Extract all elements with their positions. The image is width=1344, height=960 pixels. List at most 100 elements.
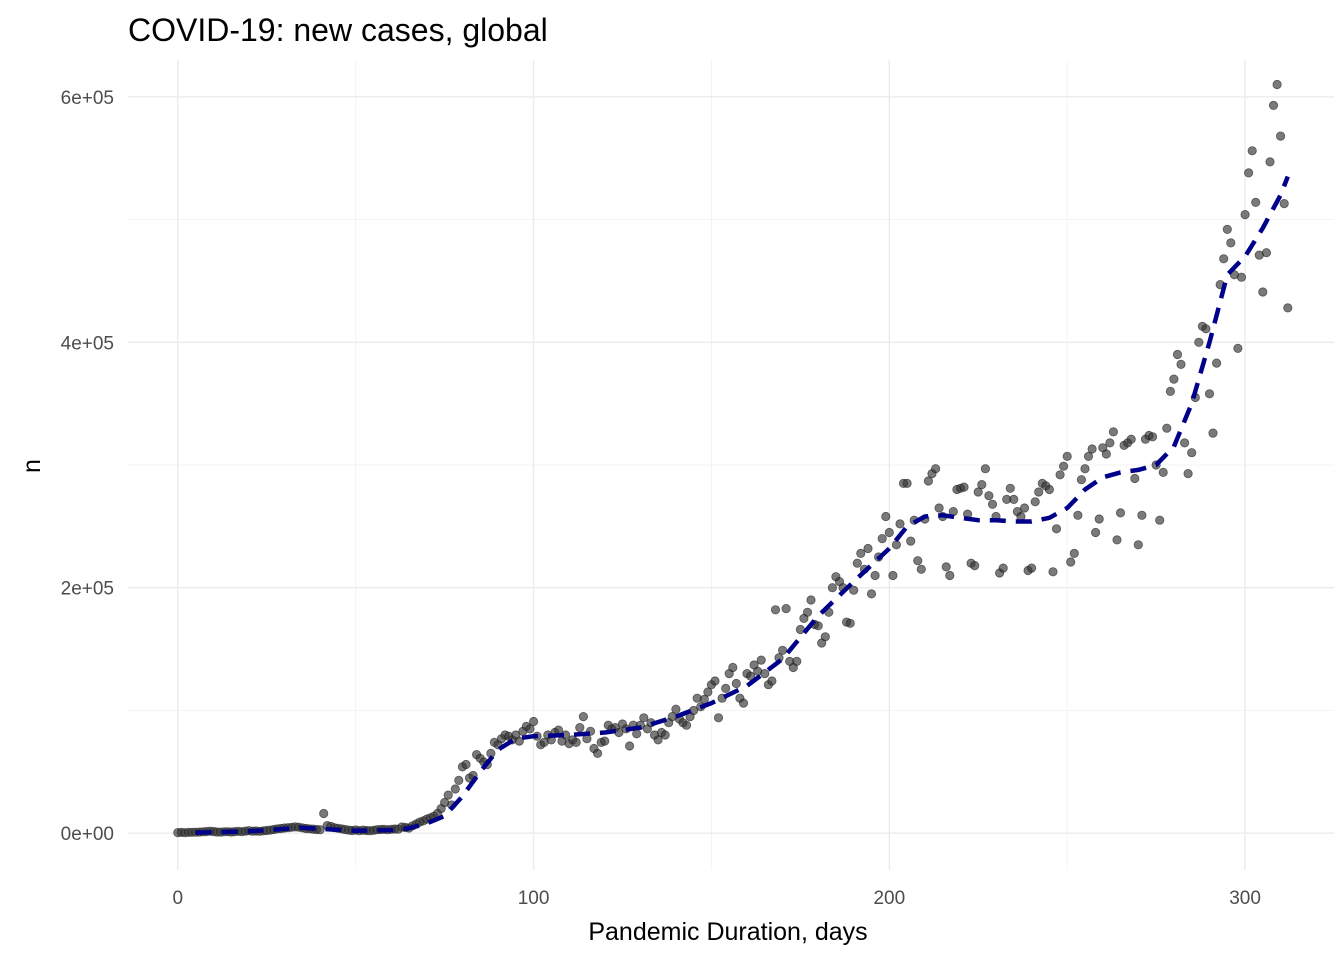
data-point bbox=[660, 730, 670, 740]
data-point bbox=[1115, 508, 1126, 518]
data-point bbox=[443, 790, 453, 800]
data-point bbox=[575, 722, 585, 733]
data-point bbox=[1219, 254, 1229, 264]
data-point bbox=[1240, 210, 1250, 220]
data-point bbox=[710, 676, 720, 686]
data-point bbox=[454, 775, 464, 786]
data-point bbox=[1226, 238, 1236, 248]
data-point bbox=[1009, 494, 1019, 504]
data-point bbox=[777, 645, 788, 655]
data-point bbox=[1083, 451, 1094, 461]
x-tick-label: 0 bbox=[173, 888, 184, 909]
data-point bbox=[1112, 535, 1122, 545]
data-point bbox=[913, 556, 923, 566]
x-tick-label: 300 bbox=[1229, 888, 1261, 909]
data-point bbox=[756, 655, 766, 665]
data-point bbox=[1276, 131, 1286, 141]
data-point bbox=[1034, 487, 1044, 497]
data-point bbox=[1126, 434, 1136, 444]
data-point bbox=[1201, 324, 1211, 334]
data-point bbox=[827, 583, 838, 593]
data-point bbox=[980, 464, 991, 474]
data-point bbox=[856, 548, 866, 559]
data-point bbox=[1244, 168, 1254, 178]
data-point bbox=[849, 585, 859, 595]
data-point bbox=[906, 536, 916, 546]
data-point bbox=[731, 678, 741, 689]
data-point bbox=[870, 570, 880, 581]
data-point bbox=[852, 558, 862, 568]
data-point bbox=[923, 476, 934, 486]
data-point bbox=[1108, 427, 1119, 437]
data-point bbox=[895, 519, 905, 529]
data-point bbox=[1133, 540, 1143, 550]
data-point bbox=[1062, 451, 1072, 461]
data-point bbox=[1051, 524, 1062, 534]
data-point bbox=[1087, 444, 1097, 454]
data-point bbox=[1169, 374, 1179, 384]
data-point bbox=[1236, 272, 1247, 282]
x-tick-label: 100 bbox=[518, 888, 550, 909]
data-point bbox=[1076, 475, 1087, 485]
data-point bbox=[884, 527, 894, 538]
data-point bbox=[767, 676, 777, 686]
data-point bbox=[863, 543, 873, 554]
y-tick-label: 0e+00 bbox=[61, 824, 114, 845]
data-point bbox=[820, 632, 830, 642]
data-point bbox=[881, 511, 891, 522]
data-point bbox=[1030, 497, 1040, 507]
data-point bbox=[1165, 386, 1176, 396]
data-point bbox=[639, 713, 649, 723]
data-point bbox=[571, 737, 581, 748]
data-point bbox=[1130, 473, 1140, 484]
y-tick-labels: 0e+00 2e+05 4e+05 6e+05 bbox=[61, 88, 114, 845]
y-tick-label: 4e+05 bbox=[61, 333, 114, 354]
data-point bbox=[792, 656, 802, 667]
data-point bbox=[1233, 343, 1243, 353]
data-point bbox=[528, 716, 539, 727]
data-point bbox=[959, 482, 969, 492]
data-point bbox=[1080, 464, 1090, 474]
data-point bbox=[1101, 449, 1111, 459]
data-point bbox=[795, 624, 806, 635]
data-point bbox=[632, 729, 642, 739]
data-point bbox=[624, 741, 635, 751]
data-point bbox=[813, 621, 823, 631]
data-point bbox=[1005, 483, 1015, 493]
data-point bbox=[1019, 503, 1030, 513]
data-point bbox=[1055, 470, 1065, 480]
data-point bbox=[319, 808, 329, 819]
data-point bbox=[1222, 224, 1232, 234]
data-point bbox=[728, 662, 738, 673]
data-point bbox=[1176, 359, 1186, 369]
chart-title: COVID-19: new cases, global bbox=[128, 12, 548, 48]
data-point bbox=[970, 560, 980, 571]
data-point bbox=[891, 540, 902, 550]
data-point bbox=[877, 533, 887, 544]
data-point bbox=[525, 724, 535, 734]
data-point bbox=[1247, 146, 1257, 156]
data-point bbox=[315, 825, 325, 835]
scatter-points bbox=[173, 79, 1293, 838]
data-point bbox=[1251, 197, 1261, 207]
data-point bbox=[930, 464, 941, 474]
data-point bbox=[1208, 428, 1218, 438]
data-point bbox=[1162, 423, 1172, 433]
data-point bbox=[592, 748, 603, 759]
data-point bbox=[671, 704, 681, 714]
data-point bbox=[1148, 432, 1158, 442]
y-tick-label: 2e+05 bbox=[61, 579, 114, 600]
data-point bbox=[866, 589, 877, 599]
data-point bbox=[916, 564, 926, 574]
data-point bbox=[1069, 548, 1079, 559]
y-tick-label: 6e+05 bbox=[61, 88, 114, 109]
data-point bbox=[1158, 467, 1168, 477]
data-point bbox=[1258, 287, 1268, 297]
data-point bbox=[1073, 510, 1083, 520]
data-point bbox=[1059, 461, 1069, 471]
data-point bbox=[1268, 100, 1279, 111]
data-point bbox=[1187, 448, 1197, 458]
data-point bbox=[1283, 303, 1293, 313]
data-point bbox=[1048, 567, 1058, 577]
data-point bbox=[770, 605, 781, 615]
